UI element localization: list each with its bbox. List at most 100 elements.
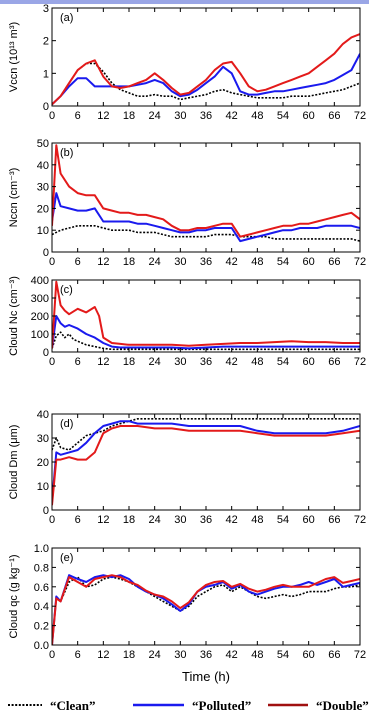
series-line-double <box>52 144 360 238</box>
y-tick-label: 0 <box>43 347 49 359</box>
series-line-clean <box>52 576 360 645</box>
x-tick-label: 54 <box>277 110 289 122</box>
x-tick-label: 30 <box>174 514 186 526</box>
series-line-clean <box>52 331 360 351</box>
x-tick-label: 18 <box>123 110 135 122</box>
x-tick-label: 60 <box>303 256 315 268</box>
y-tick-label: 40 <box>37 160 49 172</box>
x-tick-label: 6 <box>75 514 81 526</box>
x-tick-label: 36 <box>200 110 212 122</box>
x-tick-label: 66 <box>328 514 340 526</box>
y-tick-label: 400 <box>31 275 49 287</box>
x-tick-label: 72 <box>354 514 366 526</box>
x-tick-label: 60 <box>303 514 315 526</box>
x-tick-label: 36 <box>200 256 212 268</box>
x-tick-label: 72 <box>354 649 366 661</box>
series-line-polluted <box>52 315 360 350</box>
y-tick-label: 0.8 <box>34 562 49 574</box>
panel-label: (b) <box>60 147 73 159</box>
x-tick-label: 18 <box>123 256 135 268</box>
y-tick-label: 0 <box>43 101 49 113</box>
x-tick-label: 54 <box>277 514 289 526</box>
x-tick-label: 66 <box>328 649 340 661</box>
y-tick-label: 20 <box>37 457 49 469</box>
panel-label: (a) <box>60 12 73 24</box>
x-tick-label: 30 <box>174 110 186 122</box>
y-tick-label: 3 <box>43 3 49 15</box>
series-group <box>52 418 360 506</box>
x-tick-label: 12 <box>97 256 109 268</box>
x-tick-label: 12 <box>97 649 109 661</box>
legend: “Clean” “Polluted” “Double” <box>8 698 369 713</box>
y-tick-label: 50 <box>37 138 49 150</box>
x-tick-label: 60 <box>303 649 315 661</box>
x-tick-label: 12 <box>97 356 109 368</box>
y-tick-label: 20 <box>37 203 49 215</box>
x-tick-label: 30 <box>174 256 186 268</box>
y-tick-label: 10 <box>37 225 49 237</box>
x-tick-label: 30 <box>174 356 186 368</box>
plot-frame <box>51 547 361 646</box>
x-tick-label: 0 <box>49 256 55 268</box>
x-tick-label: 42 <box>226 356 238 368</box>
x-tick-label: 36 <box>200 649 212 661</box>
y-axis-label: Nccn (cm⁻³) <box>8 168 20 228</box>
series-line-clean <box>52 418 360 451</box>
y-tick-label: 0.0 <box>34 640 49 652</box>
x-tick-label: 72 <box>354 356 366 368</box>
x-tick-label: 72 <box>354 256 366 268</box>
series-group <box>52 33 360 106</box>
x-tick-label: 42 <box>226 649 238 661</box>
panel-c: 0 6 12 18 24 30 36 42 48 54 60 66 72 0 100 200 300 400 (c)… <box>8 275 366 368</box>
x-tick-label: 12 <box>97 110 109 122</box>
x-tick-label: 36 <box>200 514 212 526</box>
top-color-strip <box>0 0 369 4</box>
series-line-polluted <box>52 53 360 106</box>
series-line-polluted <box>52 420 360 503</box>
x-tick-label: 48 <box>251 649 263 661</box>
panel-b: 0 6 12 18 24 30 36 42 48 54 60 66 72 0 10 20 30 40 50 (b) Nc… <box>8 138 366 268</box>
panel-label: (c) <box>60 284 73 296</box>
x-tick-label: 72 <box>354 110 366 122</box>
x-tick-label: 0 <box>49 110 55 122</box>
x-tick-label: 6 <box>75 256 81 268</box>
y-axis-label: Vccn (10¹³ m³) <box>8 22 20 92</box>
plot-frame <box>51 142 361 253</box>
series-line-double <box>52 425 360 506</box>
panel-label: (d) <box>60 418 73 430</box>
series-line-double <box>52 280 360 349</box>
series-line-clean <box>52 62 360 105</box>
x-tick-label: 6 <box>75 110 81 122</box>
x-tick-label: 24 <box>149 356 161 368</box>
x-tick-label: 12 <box>97 514 109 526</box>
y-axis-label: Cloud Nc (cm⁻³) <box>8 276 20 356</box>
y-tick-label: 0.6 <box>34 582 49 594</box>
panel-label: (e) <box>60 552 73 564</box>
y-axis-label: Cloud Dm (μm) <box>8 425 20 500</box>
x-tick-label: 24 <box>149 649 161 661</box>
plot-frame <box>51 7 361 107</box>
legend-label-polluted: “Polluted” <box>192 698 251 713</box>
x-tick-label: 54 <box>277 256 289 268</box>
series-line-clean <box>52 225 360 242</box>
x-tick-label: 6 <box>75 649 81 661</box>
x-tick-label: 48 <box>251 110 263 122</box>
y-tick-label: 30 <box>37 433 49 445</box>
y-tick-label: 10 <box>37 481 49 493</box>
series-line-polluted <box>52 192 360 243</box>
x-tick-label: 18 <box>123 356 135 368</box>
y-tick-label: 0.4 <box>34 601 49 613</box>
x-tick-label: 24 <box>149 514 161 526</box>
x-tick-label: 60 <box>303 356 315 368</box>
x-tick-label: 18 <box>123 649 135 661</box>
x-tick-label: 6 <box>75 356 81 368</box>
y-tick-label: 2 <box>43 36 49 48</box>
x-tick-label: 42 <box>226 256 238 268</box>
x-tick-label: 30 <box>174 649 186 661</box>
x-tick-label: 48 <box>251 356 263 368</box>
x-tick-label: 48 <box>251 256 263 268</box>
y-tick-label: 300 <box>31 293 49 305</box>
x-tick-label: 42 <box>226 514 238 526</box>
x-tick-label: 66 <box>328 256 340 268</box>
x-tick-label: 48 <box>251 514 263 526</box>
